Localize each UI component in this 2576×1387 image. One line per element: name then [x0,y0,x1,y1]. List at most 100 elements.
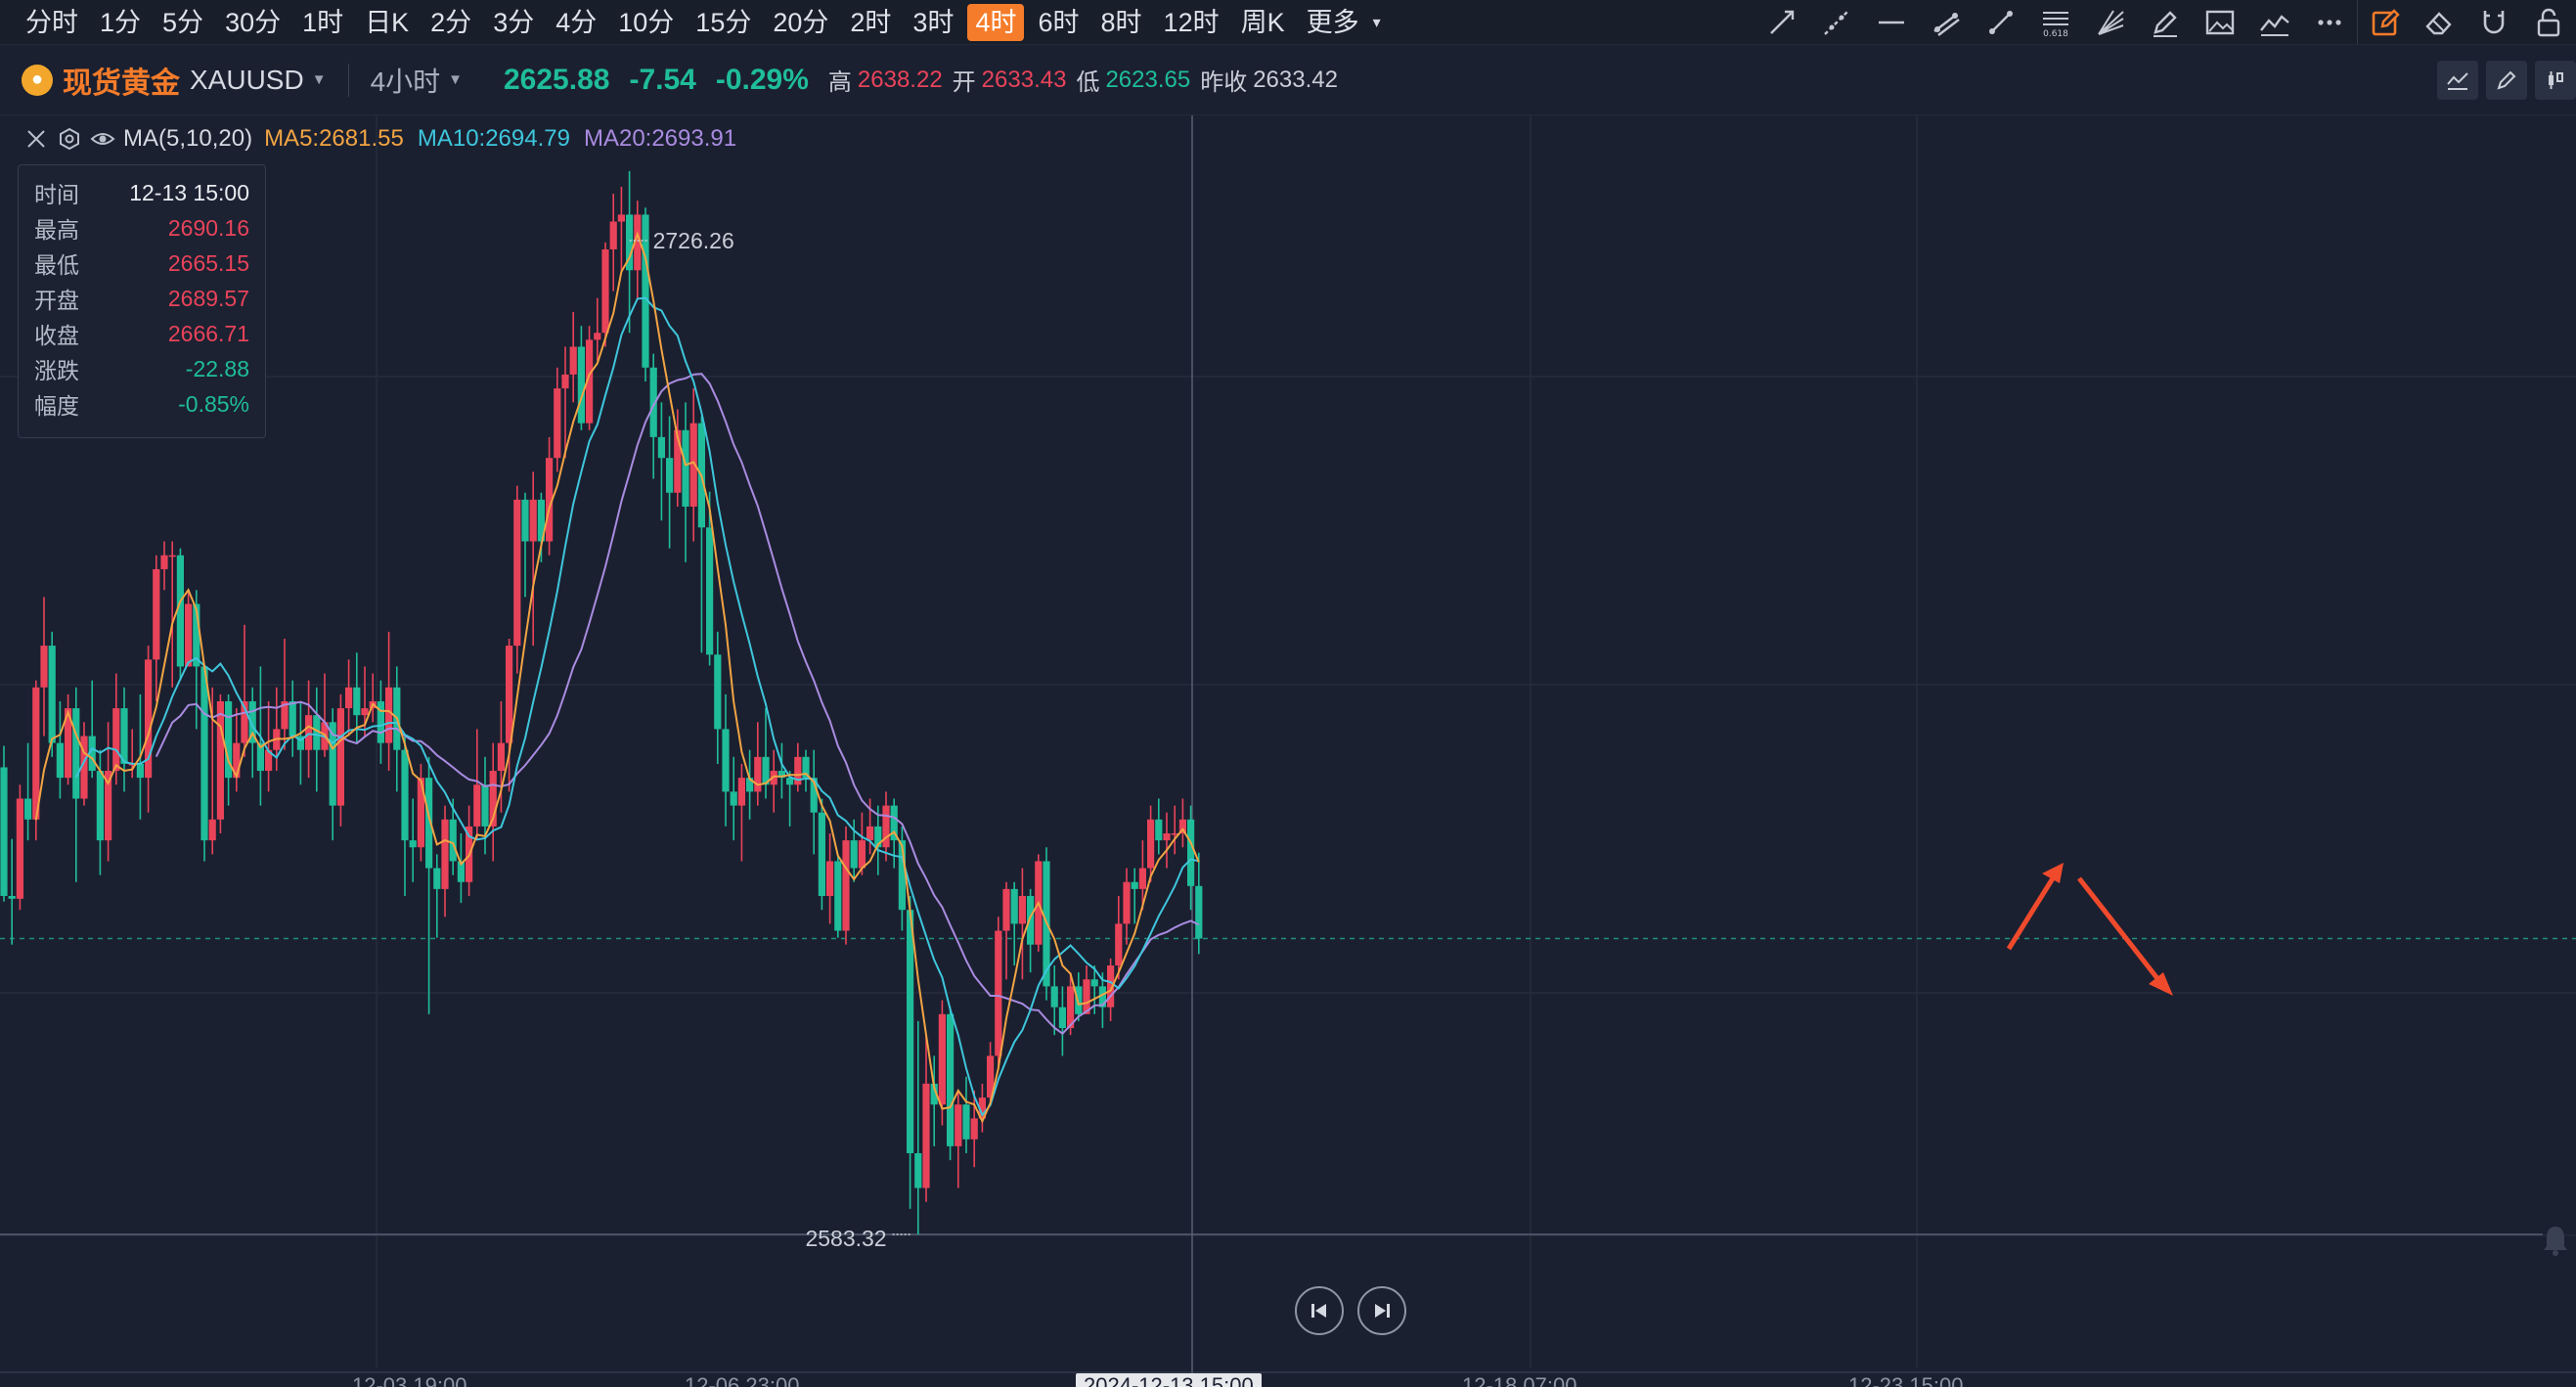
period-tab[interactable]: 2时 [850,7,892,37]
period-tab[interactable]: 10分 [618,7,675,37]
period-tab[interactable]: 2分 [430,7,472,37]
candle-body [313,715,321,750]
candle-body [634,214,642,271]
candle-body [24,798,32,820]
draw-mode-icon [2372,9,2400,36]
period-tabs: 分时 1分 5分 30分 1时 日K 2分 3分 4分 10分 15分 20分 2时 3时 4时 6时 8时 12… [0,0,1381,45]
high-marker-label: 2726.26 [653,228,734,253]
period-selector[interactable]: 4小时 [370,66,441,97]
bell-icon[interactable] [2541,1223,2570,1258]
candle-body [642,214,649,368]
candle-body [1083,979,1090,1014]
eraser-icon [2425,12,2452,35]
candle-body [105,771,112,841]
close-icon[interactable] [20,122,53,156]
magnet-tool[interactable] [2466,0,2521,45]
low-value: 2623.65 [1105,66,1191,93]
candle-body [345,687,353,709]
trend-segment-icon [1989,11,2013,34]
eraser-tool[interactable] [2412,0,2466,45]
period-dropdown-icon[interactable]: ▼ [448,71,463,88]
candle-body [802,756,810,779]
period-tab[interactable]: 周K [1240,7,1285,37]
draw-button[interactable] [2486,61,2527,100]
symbol-dropdown-icon[interactable]: ▼ [311,71,327,88]
candle-body [722,729,730,792]
draw-mode-tool[interactable] [2357,0,2412,45]
eye-icon[interactable] [86,122,119,156]
last-price: 2625.88 [504,63,610,96]
period-tab[interactable]: 1分 [100,7,142,37]
ma5-line [34,231,1200,1124]
period-tab[interactable]: 6时 [1038,7,1080,37]
low-marker-label: 2583.32 [805,1226,886,1251]
candlestick-chart[interactable]: 2726.26 2583.32 [0,115,2576,1387]
indicator-button[interactable] [2437,61,2478,100]
symbol-code[interactable]: XAUUSD [190,64,304,95]
candle-body [168,555,176,558]
parallel-channel-tool[interactable] [1919,0,1974,45]
image-tool[interactable] [2193,0,2247,45]
period-tab[interactable]: 3时 [912,7,955,37]
info-key: 开盘 [34,288,79,313]
period-tab[interactable]: 30分 [225,7,282,37]
candle-body [666,458,674,493]
symbol-name[interactable]: 现货黄金 [63,67,180,100]
period-tab[interactable]: 日K [365,7,410,37]
price-change: -7.54 [629,63,696,96]
period-tab[interactable]: 20分 [773,7,829,37]
candle-info-box: 时间 12-13 15:00 最高 2690.16 最低 2665.15 开盘 2689.57… [18,164,266,438]
candle-body [594,333,601,340]
candle-body [682,429,689,507]
layout-button[interactable] [2535,61,2576,100]
candle-body [40,646,48,688]
date-tick-label: 12-06 23:00 [685,1373,800,1387]
trend-segment-tool[interactable] [1974,0,2028,45]
candle-body [546,458,554,542]
down-arrow-head [2149,972,2173,996]
candle-body [962,1104,970,1140]
gann-fan-tool[interactable] [2083,0,2138,45]
extended-line-tool[interactable] [1809,0,1864,45]
more-tools-tool[interactable] [2302,0,2357,45]
candle-body [1058,1007,1066,1029]
candle-body [241,700,248,743]
candle-body [706,527,714,655]
ma-indicator-name[interactable]: MA(5,10,20) [123,125,253,152]
horizontal-line-tool[interactable] [1864,0,1919,45]
period-tab[interactable]: 分时 [25,7,78,37]
candle-body [754,756,762,792]
period-tab[interactable]: 12时 [1163,7,1220,37]
candle-body [617,214,625,222]
candle-body [176,555,184,667]
pen-tool[interactable] [2138,0,2193,45]
period-tab[interactable]: 4分 [555,7,598,37]
ray-line-tool[interactable] [1754,0,1809,45]
period-tab[interactable]: 更多 [1306,7,1359,37]
period-tab[interactable]: 1时 [302,7,344,37]
candle-body [1195,885,1203,939]
fibonacci-tool[interactable]: 0.618 [2028,0,2083,45]
period-tab[interactable]: 8时 [1100,7,1142,37]
candle-body [336,708,344,806]
candle-body [160,555,168,569]
pattern-tool[interactable] [2247,0,2302,45]
ma20-value: MA20:2693.91 [583,125,737,152]
lock-tool[interactable] [2521,0,2576,45]
settings-icon[interactable] [53,122,86,156]
candle-body [914,1152,922,1188]
period-tab[interactable]: 15分 [695,7,752,37]
period-tab[interactable]: 5分 [162,7,204,37]
candle-icon [2549,71,2563,89]
image-icon [2205,10,2235,35]
candle-body [506,646,513,743]
candle-body [947,1013,955,1146]
candle-body [794,756,802,785]
period-tab[interactable]: 3分 [493,7,535,37]
step-forward-button[interactable] [1357,1286,1406,1335]
ma5-value: MA5:2681.55 [264,125,404,152]
candle-body [987,1055,995,1098]
info-value: 2690.16 [167,214,249,241]
step-back-button[interactable] [1295,1286,1344,1335]
period-tab[interactable]: 4时 [967,3,1025,41]
